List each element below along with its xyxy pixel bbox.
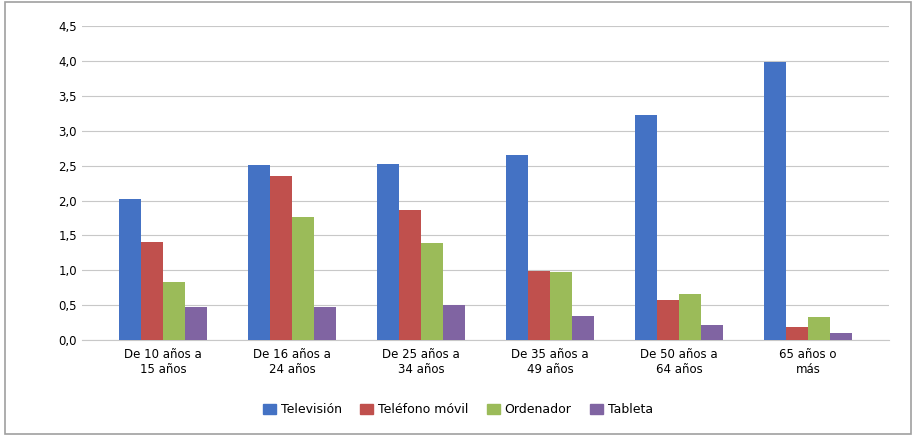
Bar bbox=[270, 176, 292, 340]
Bar bbox=[443, 305, 464, 340]
Bar bbox=[292, 217, 314, 340]
Bar bbox=[635, 116, 657, 340]
Bar bbox=[679, 294, 701, 340]
Bar bbox=[830, 333, 852, 340]
Bar bbox=[764, 62, 786, 340]
Legend: Televisión, Teléfono móvil, Ordenador, Tableta: Televisión, Teléfono móvil, Ordenador, T… bbox=[258, 398, 658, 421]
Bar bbox=[786, 327, 808, 340]
Bar bbox=[119, 199, 141, 340]
Bar bbox=[572, 317, 594, 340]
Bar bbox=[701, 325, 723, 340]
Bar bbox=[657, 300, 679, 340]
Bar bbox=[808, 317, 830, 340]
Bar bbox=[421, 243, 443, 340]
Bar bbox=[141, 242, 163, 340]
Bar bbox=[185, 307, 207, 340]
Bar bbox=[399, 210, 421, 340]
Bar bbox=[163, 282, 185, 340]
Bar bbox=[314, 307, 336, 340]
Bar bbox=[507, 154, 528, 340]
Bar bbox=[248, 165, 270, 340]
Bar bbox=[528, 271, 550, 340]
Bar bbox=[377, 164, 399, 340]
Bar bbox=[550, 272, 572, 340]
